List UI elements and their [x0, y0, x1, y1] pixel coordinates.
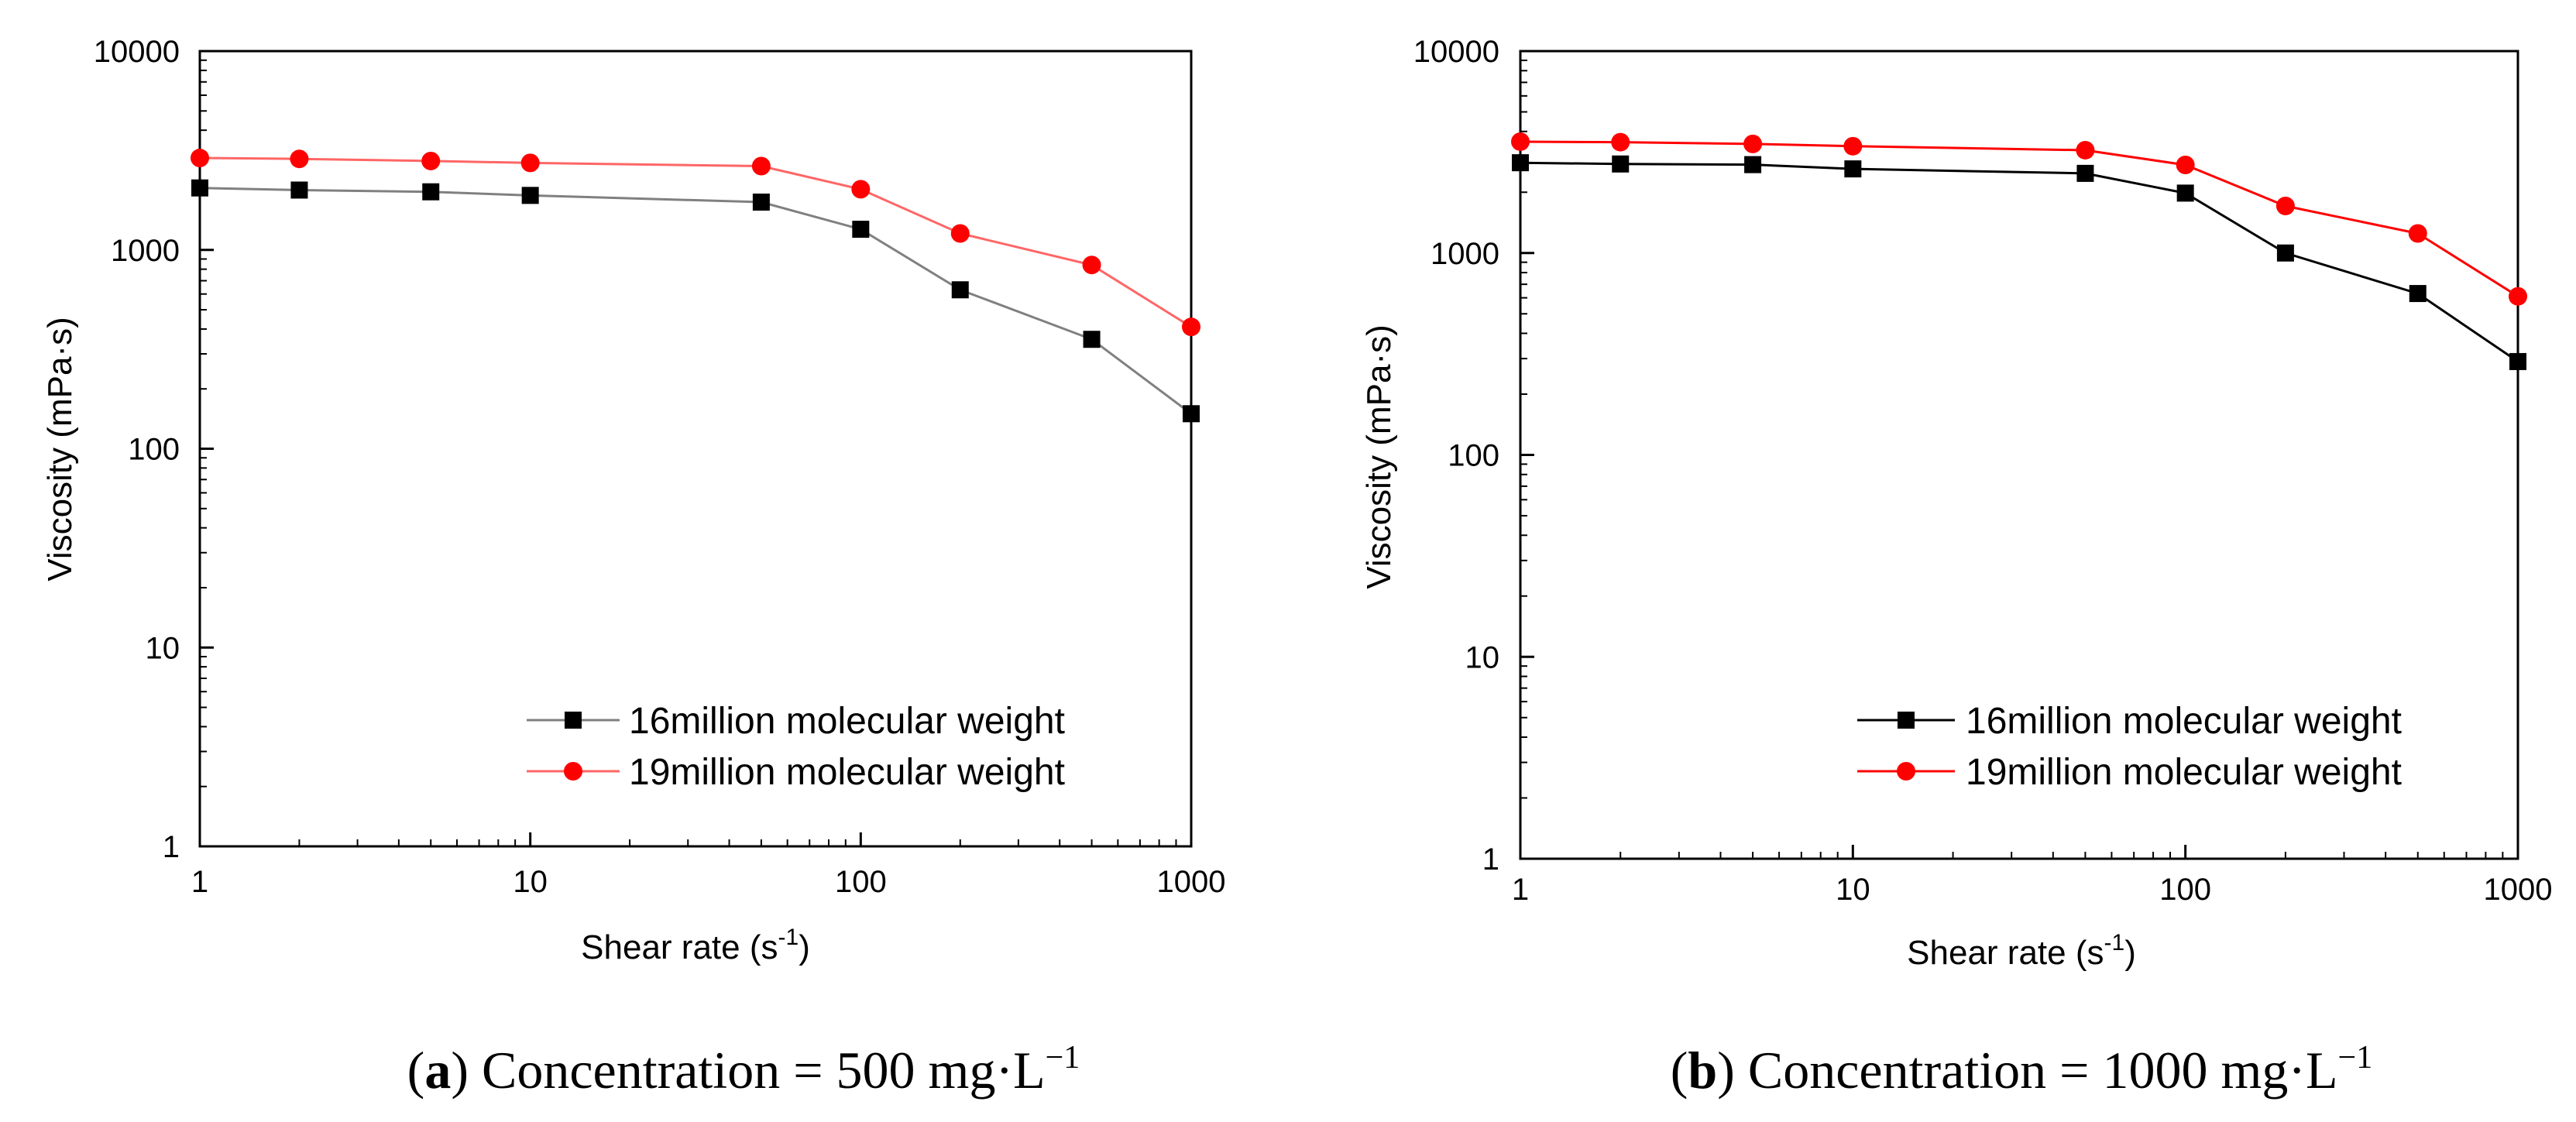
panel-caption: (b) Concentration = 1000 mg·L−1: [1671, 1040, 2372, 1100]
data-point-circle: [2408, 224, 2427, 243]
data-point-circle: [1511, 132, 1530, 151]
chart-panel-b: 1 10 100 1000 1 10 100 1000 10000 Shear rate (s-1…: [1360, 35, 2552, 1100]
legend-label: 16million molecular weight: [629, 701, 1065, 742]
legend-label: 19million molecular weight: [1966, 752, 2402, 793]
data-point-circle: [290, 149, 309, 169]
y-tick-label: 1: [163, 830, 180, 864]
data-point-circle: [1611, 132, 1630, 152]
data-point-square: [1844, 160, 1862, 178]
x-tick-label: 1000: [1157, 865, 1226, 899]
data-point-square: [2509, 352, 2526, 370]
data-point-square: [752, 193, 770, 211]
y-tick-label: 10000: [1413, 35, 1499, 69]
data-point-circle: [1082, 256, 1101, 275]
y-tick-label: 1000: [111, 234, 180, 268]
x-tick-label: 1000: [2484, 873, 2553, 907]
x-tick-label: 100: [2159, 873, 2211, 907]
x-axis-title: Shear rate (s-1): [1907, 930, 2136, 972]
data-point-square: [1183, 405, 1200, 423]
x-tick-label: 10: [513, 865, 548, 899]
y-tick-label: 100: [128, 433, 180, 467]
data-point-square: [1744, 156, 1762, 173]
data-point-square: [1083, 331, 1101, 348]
series-line-2: [199, 156, 1192, 328]
y-tick-label: 1: [1482, 842, 1499, 877]
data-point-square: [852, 221, 870, 238]
legend-label: 16million molecular weight: [1966, 701, 2402, 742]
data-point-square: [2276, 244, 2294, 262]
legend: 16million molecular weight 19million mole…: [527, 701, 1065, 793]
data-point-square: [951, 281, 969, 299]
data-point-circle: [2176, 156, 2195, 175]
data-point-square: [1612, 155, 1630, 173]
data-point-circle: [520, 153, 540, 173]
data-point-circle: [191, 149, 209, 168]
y-tick-label: 100: [1448, 439, 1499, 473]
legend-marker-square: [565, 712, 582, 729]
x-tick-label: 1: [1512, 873, 1529, 907]
data-point-circle: [1843, 136, 1863, 156]
data-point-circle: [1182, 317, 1200, 337]
x-tick-label: 1: [191, 865, 208, 899]
chart-panel-a: 1 10 100 1000 1 10 100 1000 10000 Shear rate (s-1…: [41, 35, 1225, 1100]
data-point-square: [2176, 184, 2194, 202]
legend-marker-circle: [1897, 762, 1915, 781]
y-tick-label: 10: [1465, 640, 1500, 674]
x-axis-title: Shear rate (s-1): [581, 925, 810, 966]
legend-marker-circle: [564, 762, 582, 781]
y-tick-label: 10: [146, 631, 180, 665]
data-point-circle: [2076, 140, 2095, 160]
series-line-1: [199, 187, 1192, 415]
y-tick-label: 1000: [1431, 237, 1499, 271]
data-point-square: [191, 179, 208, 197]
data-point-circle: [421, 151, 441, 170]
legend: 16million molecular weight 19million mole…: [1857, 701, 2402, 793]
data-point-circle: [2275, 196, 2295, 215]
data-point-circle: [2509, 287, 2527, 306]
y-tick-label: 10000: [94, 35, 180, 69]
data-point-square: [290, 181, 308, 199]
data-point-square: [2076, 164, 2094, 182]
legend-label: 19million molecular weight: [629, 752, 1065, 793]
data-point-square: [2409, 285, 2427, 303]
y-axis-title: Viscosity (mPa·s): [1360, 324, 1398, 588]
legend-marker-square: [1898, 712, 1915, 729]
data-point-circle: [950, 224, 970, 243]
data-point-circle: [1743, 134, 1763, 153]
x-tick-label: 100: [835, 865, 887, 899]
data-point-square: [422, 183, 440, 201]
data-point-square: [521, 187, 539, 204]
series-line-1: [1520, 161, 2519, 363]
x-tick-label: 10: [1836, 873, 1870, 907]
data-point-circle: [851, 180, 871, 199]
panel-caption: (a) Concentration = 500 mg·L−1: [407, 1040, 1080, 1100]
y-axis-title: Viscosity (mPa·s): [41, 317, 79, 581]
data-point-circle: [751, 156, 771, 176]
data-point-square: [1512, 154, 1529, 172]
